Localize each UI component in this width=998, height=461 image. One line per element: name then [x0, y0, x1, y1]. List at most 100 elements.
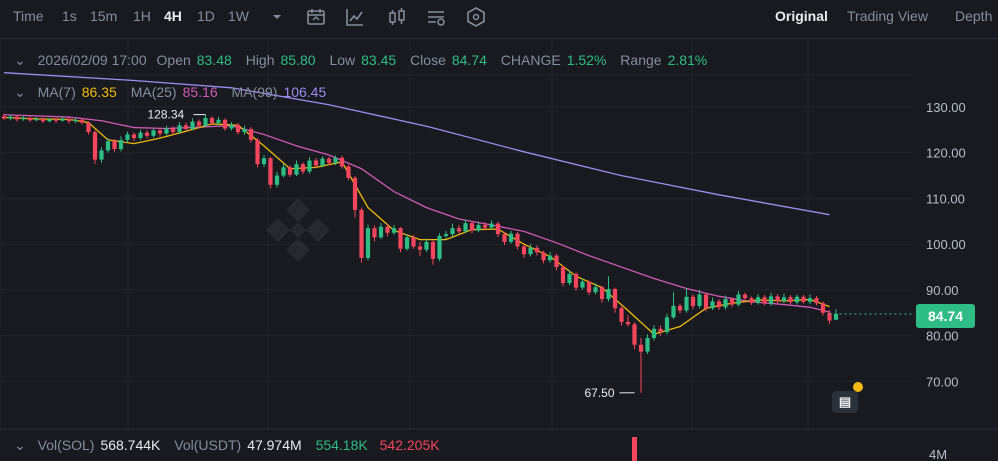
candle-body [53, 119, 59, 121]
candle-body [781, 297, 787, 301]
indicator-icon[interactable] [344, 6, 366, 28]
candle-body [339, 157, 345, 167]
candle-body [287, 167, 293, 175]
volume-axis-tick: 4M [929, 447, 947, 461]
candle-body [404, 237, 410, 249]
candle-body [346, 166, 351, 178]
candle-body [235, 124, 241, 133]
candle-body [125, 134, 130, 140]
candle-body [86, 122, 91, 133]
candle-body [664, 317, 670, 332]
candle-body [437, 235, 442, 259]
candle-body [27, 117, 33, 121]
candle-body [547, 255, 553, 261]
candle-body [144, 132, 150, 136]
candle-body [521, 246, 527, 255]
candle-body [495, 223, 501, 235]
timeframe-1h[interactable]: 1H [133, 8, 151, 24]
candle-body [716, 301, 722, 308]
candle-body [255, 139, 260, 165]
candle-body [222, 119, 228, 129]
ma-info: ⌄ MA(7) 86.35 MA(25) 85.16 MA(99) 106.45 [0, 84, 326, 101]
view-depth[interactable]: Depth [955, 8, 993, 24]
collapse-icon[interactable]: ⌄ [14, 52, 26, 68]
candle-body [268, 158, 273, 185]
candle-body [391, 228, 397, 233]
candle-body [281, 167, 286, 176]
timeframe-1w[interactable]: 1W [228, 8, 249, 24]
price-tick-label: 100.00 [926, 237, 966, 252]
price-tick-label: 120.00 [926, 146, 966, 161]
candle-body [164, 128, 169, 134]
shield-icon[interactable] [465, 6, 487, 28]
ma99-label: MA(99) [231, 84, 278, 100]
candle-body [593, 287, 598, 293]
ma99-line [3, 72, 830, 216]
candle-body [710, 301, 715, 309]
vol-ma-a-value: 554.18K [315, 437, 368, 453]
order-book-widget-icon[interactable]: ▤ [832, 391, 858, 413]
candle-body [183, 125, 189, 129]
candle-type-icon[interactable] [386, 6, 408, 28]
vol-ma-b-value: 542.205K [379, 437, 440, 453]
candle-body [417, 246, 423, 250]
ma99-value: 106.45 [283, 84, 327, 100]
candle-body [606, 289, 611, 300]
open-value: 83.48 [196, 52, 232, 68]
candle-body [131, 134, 137, 139]
settings-icon[interactable] [425, 6, 447, 28]
candle-body [476, 224, 481, 231]
candle-body [541, 252, 546, 261]
chart-grid [0, 40, 912, 429]
candle-body [99, 150, 104, 160]
candle-body [801, 296, 806, 302]
candle-body [261, 158, 267, 165]
time-button[interactable]: Time [13, 8, 44, 24]
candle-body [118, 139, 124, 150]
ma7-value: 86.35 [81, 84, 117, 100]
candle-body [762, 297, 767, 304]
candle-body [450, 228, 455, 235]
candle-body [203, 117, 208, 126]
candle-body [105, 141, 111, 151]
candle-body [73, 119, 78, 122]
candle-body [47, 119, 52, 122]
watermark-logo [266, 198, 330, 262]
candle-body [190, 121, 195, 129]
candle-body [313, 160, 319, 166]
view-original[interactable]: Original [775, 8, 828, 24]
volume-info: ⌄ Vol(SOL) 568.744K Vol(USDT) 47.974M 554.… [0, 437, 440, 454]
candle-body [729, 299, 735, 305]
collapse-icon[interactable]: ⌄ [14, 84, 26, 100]
candle-body [92, 132, 98, 160]
chevron-down-icon[interactable] [266, 6, 288, 28]
ma25-line [3, 114, 830, 313]
candle-body [534, 247, 540, 253]
change-label: CHANGE [500, 52, 561, 68]
candle-body [229, 124, 234, 129]
view-trading-view[interactable]: Trading View [847, 8, 928, 24]
candle-body [157, 130, 163, 134]
candle-body [385, 226, 390, 233]
timeframe-1s[interactable]: 1s [62, 8, 77, 24]
calendar-icon[interactable] [305, 6, 327, 28]
collapse-icon[interactable]: ⌄ [14, 437, 26, 453]
change-value: 1.52% [566, 52, 607, 68]
candle-body [658, 328, 663, 332]
candle-body [170, 128, 176, 133]
range-value: 2.81% [667, 52, 708, 68]
open-label: Open [156, 52, 191, 68]
candle-body [586, 281, 592, 293]
candle-body [625, 321, 631, 325]
timeframe-1d[interactable]: 1D [197, 8, 215, 24]
candle-body [378, 226, 384, 238]
timeframe-4h[interactable]: 4H [164, 8, 182, 24]
candle-body [333, 157, 338, 163]
candle-body [554, 255, 559, 268]
candle-body [638, 344, 644, 352]
candle-body [443, 234, 449, 236]
candle-body [489, 223, 494, 228]
candle-body [833, 313, 839, 320]
timeframe-15m[interactable]: 15m [90, 8, 118, 24]
